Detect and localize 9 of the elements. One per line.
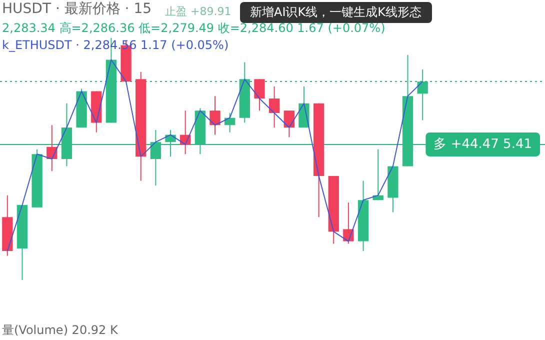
text: 止盈 +89.91 xyxy=(165,4,232,19)
chart-subtitle: 2,283.34 高=2,286.36 低=2,279.49 收=2,284.60 1.67 (+0.07%) xyxy=(2,20,386,37)
chart-title: HUSDT · 最新价格 · 15 xyxy=(2,0,152,18)
ref-line-label: 多 +44.47 5.41 xyxy=(434,136,532,152)
text: 新增AI识K线，一键生成K线形态 xyxy=(250,5,422,19)
candlestick xyxy=(254,78,265,112)
candlestick xyxy=(210,96,220,136)
text: 量(Volume) 20.92 K xyxy=(2,322,118,339)
candlestick xyxy=(268,86,280,128)
